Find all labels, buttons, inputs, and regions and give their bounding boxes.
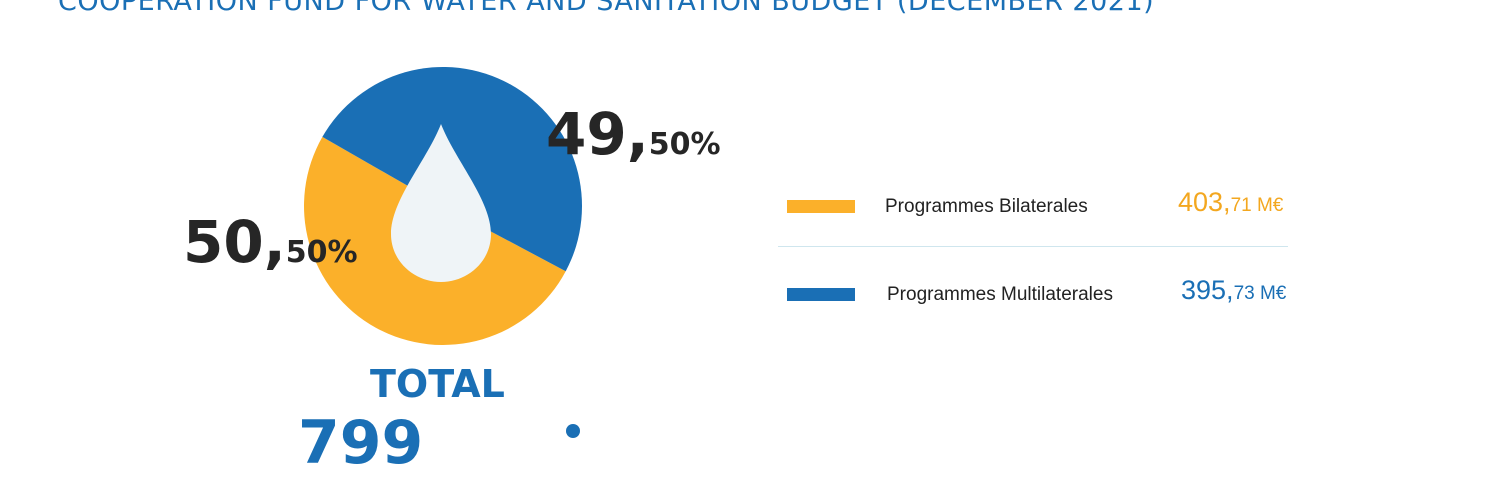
legend-divider	[778, 246, 1288, 247]
total-unit-mark	[566, 424, 580, 438]
chart-title: COOPERATION FUND FOR WATER AND SANITATIO…	[58, 0, 1155, 17]
total-value: 799	[298, 408, 424, 478]
multilateral-percent-integer: 49,	[546, 100, 649, 168]
legend-value-multilateral: 395,73 M€	[1181, 275, 1286, 306]
bilateral-percent-decimal: 50%	[285, 235, 358, 270]
legend-value-bilateral-integer: 403,	[1178, 187, 1231, 217]
legend-label-bilateral: Programmes Bilaterales	[885, 196, 1088, 217]
multilateral-percent-decimal: 50%	[648, 127, 721, 162]
legend-swatch-bilateral	[787, 200, 855, 213]
legend-value-multilateral-integer: 395,	[1181, 275, 1234, 305]
total-label: TOTAL	[370, 362, 505, 406]
legend-label-multilateral: Programmes Multilaterales	[887, 284, 1113, 305]
legend-value-bilateral: 403,71 M€	[1178, 187, 1283, 218]
bilateral-percent-label: 50,50%	[183, 208, 358, 276]
legend-swatch-multilateral	[787, 288, 855, 301]
multilateral-percent-label: 49,50%	[546, 100, 721, 168]
legend-value-multilateral-decimal: 73 M€	[1233, 283, 1287, 304]
pie-chart	[304, 66, 583, 345]
water-drop-icon	[391, 124, 491, 282]
bilateral-percent-integer: 50,	[183, 208, 286, 276]
legend-value-bilateral-decimal: 71 M€	[1230, 195, 1284, 216]
